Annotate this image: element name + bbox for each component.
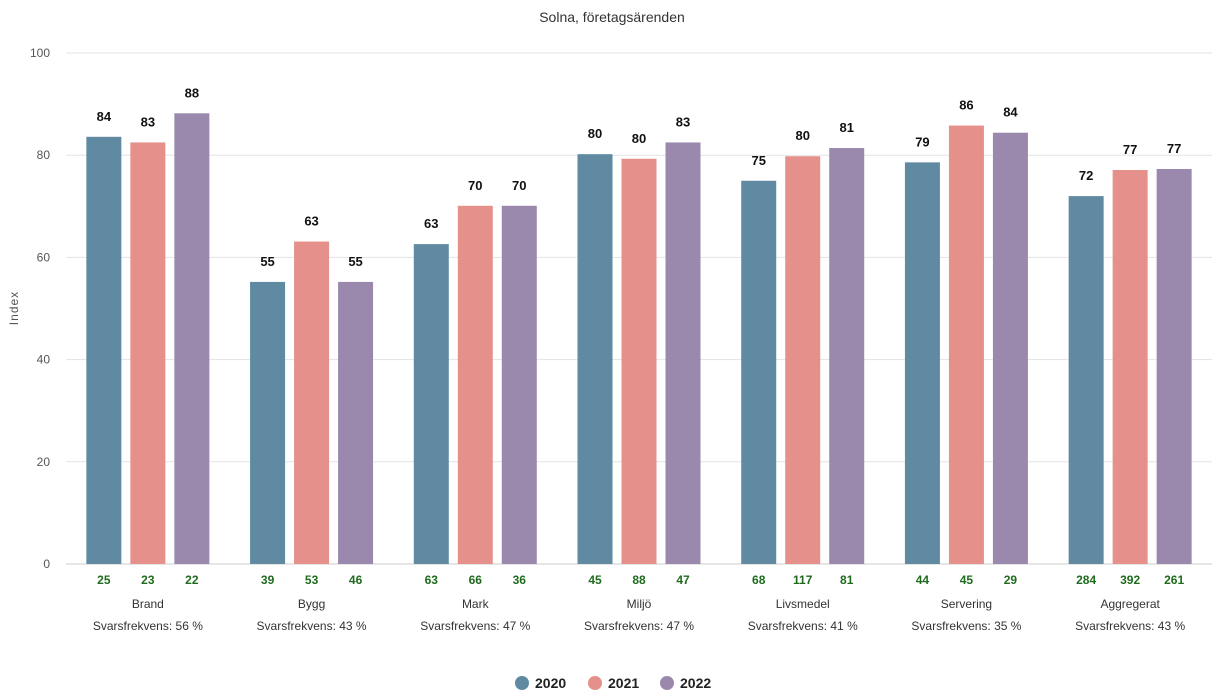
- bar-2022-mark: [501, 205, 537, 564]
- bar-2020-servering: [904, 162, 940, 564]
- category-response-rate: Svarsfrekvens: 47 %: [584, 619, 694, 633]
- bar-2022-bygg: [338, 281, 374, 564]
- bar-2020-livsmedel: [741, 180, 777, 564]
- category-label: Livsmedel: [776, 597, 830, 611]
- y-tick-label: 60: [37, 250, 51, 264]
- response-count: 23: [141, 573, 155, 587]
- bar-2021-brand: [130, 142, 166, 565]
- data-label: 77: [1123, 142, 1137, 157]
- bar-2020-mark: [413, 244, 449, 564]
- y-axis-ticks: 0 20 40 60 80 100: [30, 46, 50, 571]
- data-label: 84: [1003, 105, 1018, 120]
- response-count: 46: [349, 573, 363, 587]
- y-axis-label: Index: [7, 291, 21, 325]
- response-count: 81: [840, 573, 854, 587]
- response-count: 39: [261, 573, 275, 587]
- category-response-rate: Svarsfrekvens: 56 %: [93, 619, 203, 633]
- legend-marker-2020: [515, 676, 529, 690]
- legend-marker-2022: [660, 676, 674, 690]
- response-count: 261: [1164, 573, 1184, 587]
- bar-2020-miljö: [577, 154, 613, 565]
- data-label: 80: [588, 126, 602, 141]
- category-response-rate: Svarsfrekvens: 43 %: [1075, 619, 1185, 633]
- y-tick-label: 20: [37, 455, 51, 469]
- response-count: 88: [632, 573, 646, 587]
- bar-2021-miljö: [621, 158, 657, 565]
- legend-marker-2021: [588, 676, 602, 690]
- response-count: 68: [752, 573, 766, 587]
- y-tick-label: 0: [43, 557, 50, 571]
- category-label: Brand: [132, 597, 164, 611]
- category-response-rate: Svarsfrekvens: 47 %: [420, 619, 530, 633]
- y-tick-label: 80: [37, 148, 51, 162]
- data-label: 55: [260, 254, 274, 269]
- bar-2020-aggregerat: [1068, 196, 1104, 564]
- legend-label: 2022: [680, 675, 711, 691]
- x-axis-categories: Brand Svarsfrekvens: 56 % Bygg Svarsfrekven…: [93, 597, 1186, 633]
- data-label: 80: [795, 128, 809, 143]
- category-response-rate: Svarsfrekvens: 41 %: [748, 619, 858, 633]
- bar-2021-servering: [948, 125, 984, 564]
- data-label: 86: [959, 98, 973, 113]
- y-tick-label: 100: [30, 46, 50, 60]
- data-label: 83: [141, 114, 155, 129]
- data-label: 80: [632, 131, 646, 146]
- data-label: 72: [1079, 168, 1093, 183]
- data-label: 55: [348, 254, 362, 269]
- data-label: 75: [751, 153, 765, 168]
- category-response-rate: Svarsfrekvens: 43 %: [257, 619, 367, 633]
- data-label: 83: [676, 114, 690, 129]
- response-count: 53: [305, 573, 319, 587]
- response-count: 392: [1120, 573, 1140, 587]
- data-label: 70: [468, 178, 482, 193]
- y-tick-label: 40: [37, 353, 51, 367]
- legend: 2020 2021 2022: [515, 675, 711, 691]
- bar-2021-livsmedel: [785, 156, 821, 565]
- category-label: Servering: [941, 597, 992, 611]
- data-label: 88: [185, 85, 199, 100]
- category-label: Aggregerat: [1100, 597, 1160, 611]
- data-label: 77: [1167, 141, 1181, 156]
- data-label: 70: [512, 178, 526, 193]
- bar-2020-bygg: [250, 281, 286, 564]
- response-count: 47: [676, 573, 690, 587]
- response-count: 66: [469, 573, 483, 587]
- data-label: 79: [915, 134, 929, 149]
- response-count: 36: [513, 573, 527, 587]
- category-label: Mark: [462, 597, 490, 611]
- legend-label: 2020: [535, 675, 566, 691]
- response-count: 63: [425, 573, 439, 587]
- response-counts: 25 23 22 39 53 46 63 66 36 45 88 47 68 117 81 44 45 29 284…: [97, 573, 1184, 587]
- bar-2020-brand: [86, 136, 122, 564]
- data-label: 63: [304, 214, 318, 229]
- response-count: 45: [588, 573, 602, 587]
- response-count: 25: [97, 573, 111, 587]
- response-count: 284: [1076, 573, 1096, 587]
- chart-title: Solna, företagsärenden: [539, 9, 685, 25]
- bar-2022-miljö: [665, 142, 701, 565]
- data-label: 84: [97, 109, 112, 124]
- response-count: 44: [916, 573, 930, 587]
- data-label: 63: [424, 216, 438, 231]
- category-label: Miljö: [627, 597, 652, 611]
- bar-2021-aggregerat: [1112, 170, 1148, 565]
- bar-2022-aggregerat: [1156, 168, 1192, 564]
- bar-2022-servering: [992, 132, 1028, 564]
- response-count: 22: [185, 573, 199, 587]
- bars: [86, 113, 1192, 565]
- bar-2022-brand: [174, 113, 210, 564]
- bar-2021-bygg: [294, 241, 330, 564]
- response-count: 117: [793, 573, 813, 587]
- bar-2022-livsmedel: [829, 148, 865, 564]
- legend-label: 2021: [608, 675, 639, 691]
- data-label: 81: [839, 120, 853, 135]
- category-label: Bygg: [298, 597, 325, 611]
- bar-2021-mark: [457, 205, 493, 564]
- category-response-rate: Svarsfrekvens: 35 %: [911, 619, 1021, 633]
- response-count: 45: [960, 573, 974, 587]
- response-count: 29: [1004, 573, 1018, 587]
- data-labels: 84 83 88 55 63 55 63 70 70 80 80 83 75 80 81 79 86 84 72 77…: [97, 85, 1182, 269]
